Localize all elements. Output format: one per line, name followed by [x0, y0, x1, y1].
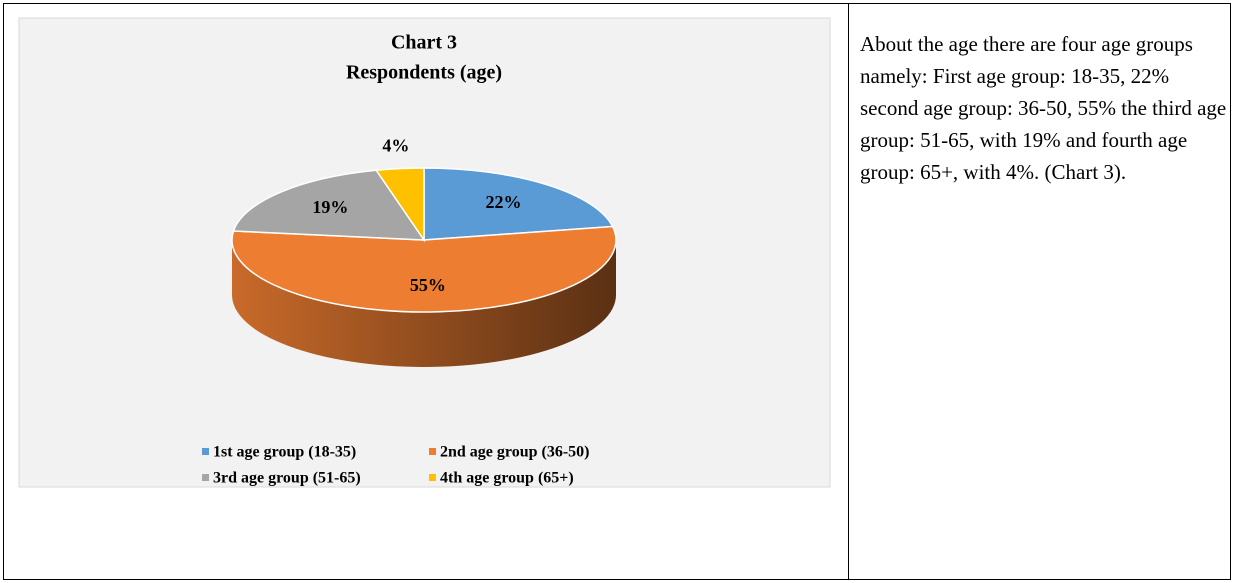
- chart-subtitle: Respondents (age): [346, 62, 502, 84]
- legend-marker: [202, 448, 209, 455]
- data-label: 4%: [382, 135, 409, 155]
- legend-label: 4th age group (65+): [440, 470, 574, 487]
- legend-marker: [202, 474, 209, 481]
- pie-slice: [423, 167, 614, 241]
- data-label: 55%: [410, 275, 446, 295]
- legend-label: 2nd age group (36-50): [440, 444, 590, 461]
- legend-marker: [429, 448, 436, 455]
- pie-slice: [374, 167, 425, 243]
- data-label: 22%: [486, 192, 522, 212]
- table-cell: [848, 3, 1231, 580]
- pie-slice: [232, 169, 426, 241]
- legend-marker: [429, 474, 436, 481]
- data-label: 19%: [312, 197, 348, 217]
- pie-slice: [231, 225, 617, 313]
- chart: Chart 3 Respondents (age) 22% 55% 19% 4% 1st…: [18, 17, 831, 488]
- chart-title: Chart 3: [391, 32, 457, 54]
- legend-label: 3rd age group (51-65): [213, 470, 361, 487]
- legend-label: 1st age group (18-35): [213, 444, 356, 461]
- pie-side: [232, 240, 616, 367]
- paragraph: About the age there are four age groups …: [860, 32, 1227, 184]
